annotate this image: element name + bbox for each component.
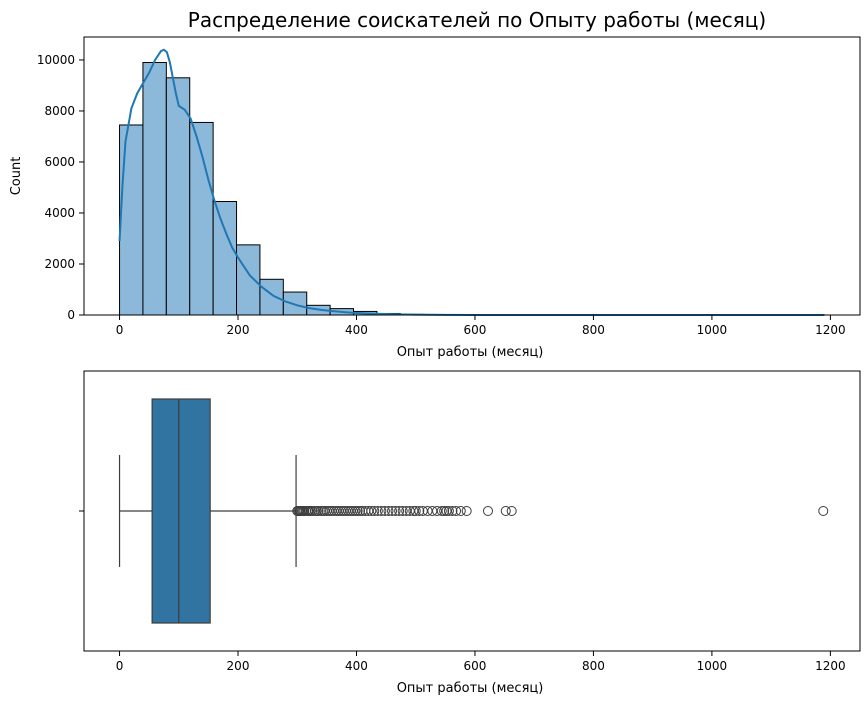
outlier-point-59 xyxy=(447,506,458,516)
histogram-x-tick-label: 1200 xyxy=(815,323,846,337)
histogram-bars xyxy=(119,62,822,316)
histogram-panel: Распределение соискателей по Опыту работ… xyxy=(9,8,861,360)
boxplot-x-tick-label: 800 xyxy=(582,659,605,673)
outlier-point-62 xyxy=(461,506,472,516)
histogram-y-axis-label: Count xyxy=(9,157,24,196)
histogram-x-tick-label: 600 xyxy=(464,323,487,337)
boxplot-x-tick-label: 400 xyxy=(345,659,368,673)
histogram-x-ticks: 0 200 400 600 800 1000 1200 xyxy=(116,315,846,337)
histogram-x-tick-label: 200 xyxy=(227,323,250,337)
outlier-point-66 xyxy=(818,506,829,516)
histogram-y-tick-label: 4000 xyxy=(44,206,75,220)
outlier-point-58 xyxy=(443,506,454,516)
histogram-y-tick-label: 6000 xyxy=(44,155,75,169)
outlier-point-55 xyxy=(436,506,447,516)
histogram-bar-1 xyxy=(142,62,167,316)
boxplot-x-ticks: 0 200 400 600 800 1000 1200 xyxy=(116,651,846,673)
boxplot-outliers xyxy=(292,506,829,516)
outlier-point-60 xyxy=(451,506,462,516)
outlier-point-31 xyxy=(352,506,363,516)
outlier-point-36 xyxy=(366,506,377,516)
outlier-point-14 xyxy=(313,506,324,516)
histogram-bar-5 xyxy=(236,244,261,316)
outlier-point-39 xyxy=(376,506,387,516)
interquartile-box xyxy=(151,398,211,624)
outlier-point-49 xyxy=(410,506,421,516)
outlier-point-37 xyxy=(369,506,380,516)
outlier-point-41 xyxy=(383,506,394,516)
histogram-bar-7 xyxy=(282,291,308,316)
boxplot-x-tick-label: 0 xyxy=(116,659,124,673)
histogram-y-tick-label: 10000 xyxy=(37,53,75,67)
histogram-x-tick-label: 800 xyxy=(582,323,605,337)
outlier-point-11 xyxy=(307,506,318,516)
outlier-point-38 xyxy=(372,506,383,516)
outlier-point-56 xyxy=(439,506,450,516)
boxplot-elements xyxy=(118,398,297,624)
kde-curve xyxy=(118,48,825,316)
boxplot-x-tick-label: 200 xyxy=(227,659,250,673)
boxplot-panel: 0 200 400 600 800 1000 1200 Опыт работы (месяц… xyxy=(79,370,861,696)
histogram-x-axis-label: Опыт работы (месяц) xyxy=(397,345,544,360)
outlier-point-40 xyxy=(379,506,390,516)
histogram-x-tick-label: 400 xyxy=(345,323,368,337)
outlier-point-63 xyxy=(482,506,493,516)
outlier-point-32 xyxy=(355,506,366,516)
outlier-point-42 xyxy=(387,506,398,516)
histogram-bar-4 xyxy=(212,201,238,316)
boxplot-x-tick-label: 1200 xyxy=(815,659,846,673)
histogram-x-tick-label: 1000 xyxy=(697,323,728,337)
outlier-point-45 xyxy=(397,506,408,516)
boxplot-x-tick-label: 600 xyxy=(464,659,487,673)
chart-title: Распределение соискателей по Опыту работ… xyxy=(188,8,766,32)
outlier-point-43 xyxy=(390,506,401,516)
outlier-point-50 xyxy=(414,506,425,516)
histogram-y-ticks: 0 2000 4000 6000 8000 10000 xyxy=(37,53,84,322)
outlier-point-61 xyxy=(455,506,466,516)
histogram-y-tick-label: 8000 xyxy=(44,104,75,118)
histogram-bar-0 xyxy=(119,124,144,316)
histogram-x-tick-label: 0 xyxy=(116,323,124,337)
outlier-point-64 xyxy=(500,506,511,516)
histogram-y-tick-label: 0 xyxy=(67,308,75,322)
outlier-point-65 xyxy=(506,506,517,516)
boxplot-x-tick-label: 1000 xyxy=(697,659,728,673)
histogram-axes-frame xyxy=(83,36,861,316)
histogram-bar-6 xyxy=(259,278,284,316)
outlier-point-30 xyxy=(350,506,361,516)
boxplot-x-axis-label: Опыт работы (месяц) xyxy=(397,681,544,696)
histogram-y-tick-label: 2000 xyxy=(44,257,75,271)
outlier-point-44 xyxy=(394,506,405,516)
